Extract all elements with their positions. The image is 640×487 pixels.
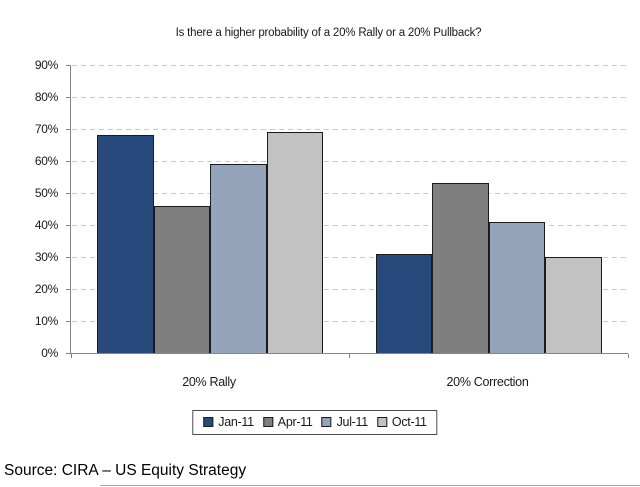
bar-apr-11-rally [153,205,211,353]
source-text: Source: CIRA – US Equity Strategy [4,462,247,479]
y-axis-tick [66,257,71,258]
gridline [72,161,628,162]
legend-item: Jul-11 [321,415,369,429]
gridline [72,225,628,226]
bottom-divider-line [100,485,640,486]
y-axis-tick-label: 0% [41,346,58,360]
bar-oct-11-rally [266,132,324,353]
bar-jul-11-rally [210,164,267,353]
y-axis-tick [66,353,71,354]
y-axis-tick [66,161,71,162]
y-axis-tick-label: 80% [34,90,58,104]
x-axis-category-label: 20% Correction [446,375,529,389]
legend-swatch-jan-11 [203,417,214,427]
x-axis-tick [627,354,629,358]
gridline [72,129,628,130]
y-axis-tick-label: 90% [34,58,58,72]
bar-apr-11-correction [432,183,489,353]
y-axis-tick [66,65,71,66]
legend-swatch-apr-11 [262,417,273,427]
gridline [72,289,628,290]
legend-label: Oct-11 [391,415,427,429]
legend-label: Apr-11 [277,415,313,429]
bar-jul-11-correction [488,221,546,353]
bar-oct-11-correction [545,257,602,353]
legend-label: Jan-11 [218,415,254,429]
y-axis-tick [66,289,71,290]
bar-jan-11-rally [97,135,154,353]
y-axis-tick-label: 30% [34,250,58,264]
y-axis-tick [66,129,71,130]
gridline [72,321,628,322]
legend: Jan-11 Apr-11 Jul-11 Oct-11 [192,410,438,435]
y-axis-tick [66,321,71,322]
x-axis-category-label: 20% Rally [182,375,236,389]
gridline [72,193,628,194]
legend-item: Jan-11 [203,415,254,429]
legend-label: Jul-11 [336,415,369,429]
y-axis-tick [66,193,71,194]
y-axis-tick-label: 50% [34,186,58,200]
legend-swatch-jul-11 [321,417,332,427]
chart-title: Is there a higher probability of a 20% R… [175,27,482,39]
y-axis-tick [66,97,71,98]
y-axis-tick-label: 60% [34,154,58,168]
y-axis-tick-label: 10% [34,314,58,328]
gridline [72,97,628,98]
plot-area [66,65,629,358]
y-axis-tick-label: 40% [34,218,58,232]
y-axis-tick-label: 20% [34,282,58,296]
gridline [72,257,628,258]
x-axis-tick [349,354,350,358]
bar-jan-11-correction [375,253,433,353]
legend-item: Oct-11 [376,415,427,429]
legend-item: Apr-11 [262,415,313,429]
x-axis-tick [70,354,72,358]
legend-swatch-oct-11 [376,417,387,427]
y-axis-tick [66,225,71,226]
y-axis-tick-label: 70% [34,122,58,136]
gridline [72,65,628,66]
